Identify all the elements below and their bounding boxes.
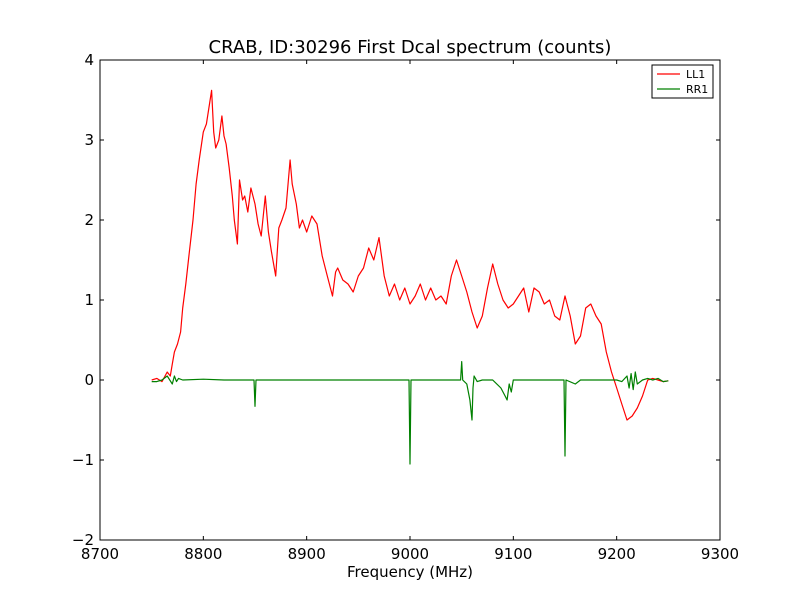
ticks-layer: 8700 8800 8900 9000 9100 9200 9300 −2 −1 0 1 2 3 4 [72,51,739,563]
x-tick-label: 9100 [494,545,532,563]
y-tick-label: 3 [84,131,94,149]
x-tick-label: 9000 [391,545,429,563]
y-tick-label: 2 [84,211,94,229]
legend-box [651,64,714,99]
x-tick-label: 8700 [81,545,119,563]
chart-title: CRAB, ID:30296 First Dcal spectrum (coun… [209,37,612,58]
x-tick-label: 8800 [184,545,222,563]
legend-entry-label: RR1 [686,83,708,96]
y-tick-label: 1 [84,291,94,309]
y-tick-label: 4 [84,51,94,69]
series-line-ll1 [151,89,669,421]
axes-frame [99,59,721,541]
x-tick-label: 9300 [701,545,739,563]
plot-area: 8700 8800 8900 9000 9100 9200 9300 −2 −1 0 1 2 3 4 [72,51,739,563]
x-tick-label: 8900 [288,545,326,563]
legend-entry-label: LL1 [686,68,705,81]
x-tick-label: 9200 [598,545,636,563]
x-axis-label: Frequency (MHz) [347,563,473,581]
y-tick-label: 0 [84,371,94,389]
series-line-rr1 [151,361,669,465]
y-tick-label: −1 [72,451,94,469]
y-tick-label: −2 [72,531,94,549]
series-layer [151,89,669,465]
axes-background [100,60,720,540]
